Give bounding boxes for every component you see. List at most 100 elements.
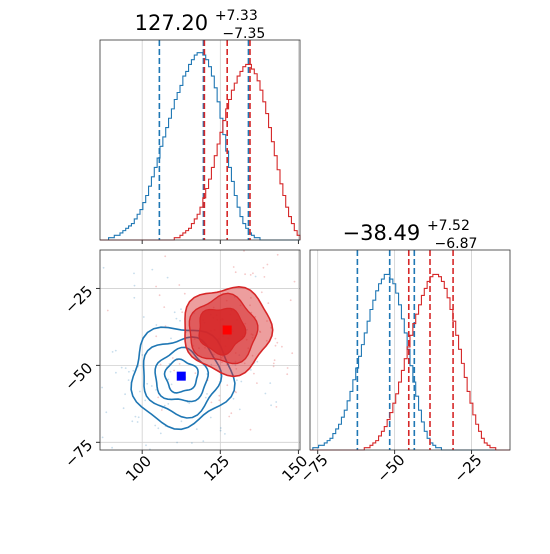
scatter-point xyxy=(159,432,162,435)
scatter-point xyxy=(164,255,167,258)
title-y-median: −38.49 xyxy=(343,221,421,245)
scatter-point xyxy=(159,363,162,366)
scatter-point xyxy=(133,296,136,299)
scatter-point xyxy=(173,311,176,314)
scatter-point xyxy=(180,420,183,423)
scatter-point xyxy=(272,362,275,365)
scatter-point xyxy=(155,335,158,338)
scatter-point xyxy=(293,280,296,283)
scatter-point xyxy=(122,407,125,410)
scatter-point xyxy=(163,306,166,308)
scatter-point xyxy=(254,275,257,278)
scatter-point xyxy=(171,357,174,359)
scatter-point xyxy=(266,320,268,322)
panel-hist-x xyxy=(99,39,301,244)
scatter-point xyxy=(101,386,103,389)
scatter-point xyxy=(133,284,136,287)
scatter-point xyxy=(195,428,198,430)
density-fill xyxy=(198,307,247,356)
y-tick-label: −50 xyxy=(61,359,96,394)
scatter-point xyxy=(127,370,130,373)
scatter-point xyxy=(101,436,104,439)
scatter-point xyxy=(235,391,238,394)
scatter-point xyxy=(289,299,292,302)
scatter-point xyxy=(132,369,135,372)
scatter-point xyxy=(275,406,278,408)
scatter-point xyxy=(178,363,181,365)
density-contour xyxy=(163,358,199,394)
scatter-point xyxy=(251,354,254,357)
scatter-point xyxy=(256,382,258,384)
density-contour xyxy=(154,346,210,403)
scatter-point xyxy=(232,397,235,400)
scatter-point xyxy=(276,253,279,256)
scatter-point xyxy=(173,369,176,372)
scatter-point xyxy=(142,316,145,318)
scatter-point xyxy=(219,427,222,429)
scatter-point xyxy=(131,420,134,423)
scatter-point xyxy=(259,331,262,333)
scatter-point xyxy=(249,428,252,431)
scatter-point xyxy=(274,337,277,340)
scatter-point xyxy=(263,276,266,278)
scatter-point xyxy=(238,408,241,411)
scatter-point xyxy=(291,352,294,355)
scatter-point xyxy=(270,404,272,407)
scatter-point xyxy=(219,429,222,432)
scatter-point xyxy=(269,382,272,384)
scatter-point xyxy=(224,433,226,435)
truth-marker xyxy=(176,371,186,381)
scatter-point xyxy=(266,263,269,266)
panel-frame xyxy=(99,249,301,451)
scatter-point xyxy=(244,273,247,276)
y-tick-label: −25 xyxy=(61,282,96,317)
scatter-point xyxy=(234,271,237,274)
scatter-point xyxy=(155,285,158,288)
panel-2d: 100 125 150−25−50−75 xyxy=(61,249,311,485)
scatter-point xyxy=(167,378,170,381)
scatter-point xyxy=(181,311,184,314)
scatter-point xyxy=(154,424,157,427)
truth-marker xyxy=(222,325,232,335)
title-x-plus: +7.33 xyxy=(215,8,258,24)
scatter-point xyxy=(157,396,160,399)
scatter-point xyxy=(115,371,117,374)
scatter-point xyxy=(175,317,178,320)
title-y-param: −38.49 +7.52 −6.87 xyxy=(343,211,478,252)
scatter-point xyxy=(210,363,213,366)
scatter-point xyxy=(221,361,223,364)
scatter-point xyxy=(240,380,243,383)
title-x-param: 127.20 +7.33 −7.35 xyxy=(135,1,266,42)
scatter-point xyxy=(176,359,179,361)
histogram-x-blue xyxy=(100,52,300,241)
scatter-point xyxy=(254,316,257,318)
scatter-point xyxy=(191,442,193,444)
scatter-point xyxy=(258,330,261,333)
scatter-point xyxy=(272,365,275,368)
scatter-point xyxy=(232,266,235,268)
scatter-point xyxy=(226,363,228,366)
scatter-point xyxy=(102,266,105,269)
x-tick-label: 100 xyxy=(122,452,155,485)
histogram-x-red xyxy=(100,63,301,241)
scatter-point xyxy=(234,364,237,367)
scatter-point xyxy=(235,368,238,370)
scatter-point xyxy=(114,349,117,352)
scatter-point xyxy=(150,385,153,387)
scatter-point xyxy=(180,308,182,311)
scatter-point xyxy=(230,412,233,415)
scatter-point xyxy=(164,325,167,327)
scatter-point xyxy=(264,392,267,395)
scatter-point xyxy=(139,390,141,393)
scatter-point xyxy=(218,394,221,397)
title-y-minus: −6.87 xyxy=(435,236,478,252)
scatter-point xyxy=(210,401,213,404)
scatter-point xyxy=(133,272,135,275)
scatter-point xyxy=(105,411,108,414)
title-x-median: 127.20 xyxy=(135,11,208,35)
scatter-point xyxy=(218,399,221,402)
scatter-point xyxy=(234,390,236,393)
title-x-minus: −7.35 xyxy=(222,26,265,42)
scatter-point xyxy=(226,384,229,387)
scatter-point xyxy=(157,427,160,430)
